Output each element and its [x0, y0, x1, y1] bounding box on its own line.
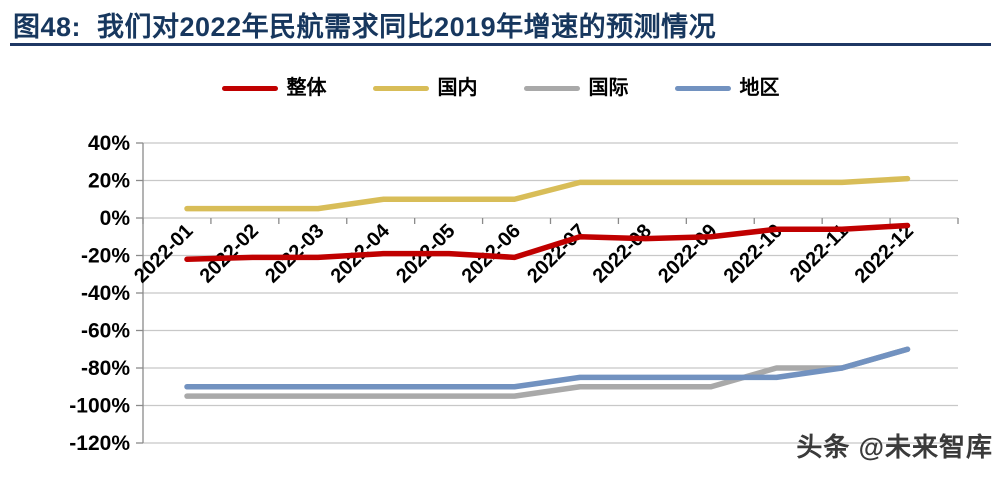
y-axis-label: -120% — [69, 432, 130, 455]
legend-swatch-domestic — [372, 85, 429, 91]
legend-swatch-international — [523, 85, 580, 91]
x-axis-label: 2022-09 — [654, 220, 721, 287]
y-axis-label: 20% — [88, 170, 130, 193]
y-axis-label: -20% — [81, 245, 130, 268]
y-axis-label: -40% — [81, 282, 130, 305]
series-line-overall — [184, 222, 911, 262]
y-axis-label: -60% — [81, 320, 130, 343]
y-axis-label: 40% — [88, 132, 130, 155]
series-line-domestic — [184, 175, 911, 212]
x-axis-label: 2022-02 — [196, 220, 263, 287]
legend-item-international: 国际 — [523, 77, 629, 99]
figure-title: 图48: 我们对2022年民航需求同比2019年增速的预测情况 — [13, 12, 717, 42]
legend-label: 整体 — [286, 77, 327, 99]
title-rule — [10, 43, 991, 46]
series-line-regional — [184, 346, 911, 390]
series-line-international — [184, 346, 911, 399]
legend-label: 国际 — [588, 77, 629, 99]
y-axis-label: -80% — [81, 357, 130, 380]
legend-item-overall: 整体 — [221, 77, 327, 99]
y-axis-label: -100% — [69, 395, 130, 418]
watermark: 头条 @未来智库 — [796, 432, 993, 462]
x-axis-label: 2022-03 — [261, 220, 328, 287]
legend-label: 地区 — [739, 77, 780, 99]
legend-item-regional: 地区 — [674, 77, 780, 99]
legend-item-domestic: 国内 — [372, 77, 478, 99]
x-axis-label: 2022-08 — [589, 220, 656, 287]
x-axis-label: 2022-01 — [130, 220, 197, 287]
legend-swatch-regional — [674, 85, 731, 91]
legend-label: 国内 — [437, 77, 478, 99]
chart-legend: 整体 国内 国际 地区 — [0, 78, 1001, 98]
y-axis-label: 0% — [100, 207, 131, 230]
legend-swatch-overall — [221, 85, 278, 91]
